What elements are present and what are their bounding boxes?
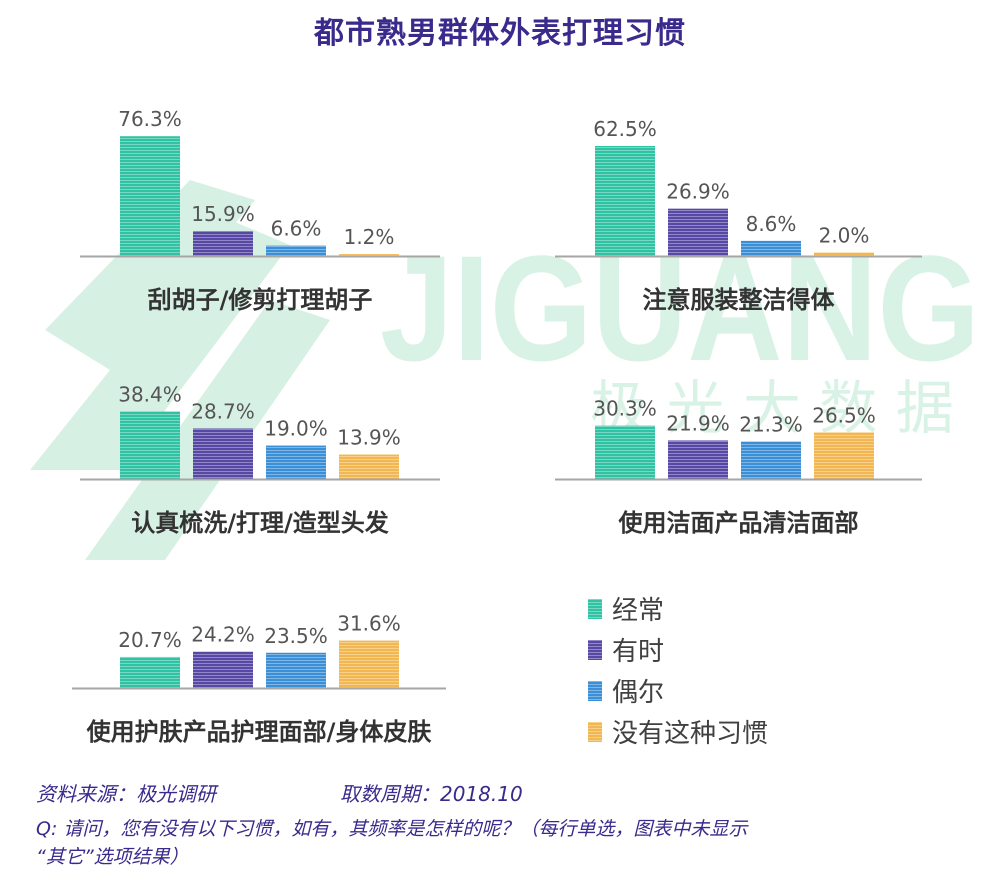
bar-texture [193, 651, 253, 688]
bar-chart-panel: 20.7% 24.2% 23.5% 31.6% 使用护肤产品护理面部/身体皮肤 [72, 612, 446, 746]
data-label: 13.9% [337, 426, 401, 450]
data-label: 6.6% [271, 217, 322, 241]
data-label: 8.6% [746, 212, 797, 236]
data-label: 76.3% [118, 107, 182, 131]
chart-title: 使用洁面产品清洁面部 [618, 509, 859, 537]
bar-texture [668, 208, 728, 256]
data-label: 28.7% [191, 399, 255, 423]
data-label: 2.0% [819, 223, 870, 247]
legend-item: 有时 [588, 629, 848, 670]
bar-chart-panel: 62.5% 26.9% 8.6% 2.0% 注意服装整洁得体 [555, 117, 922, 314]
bar-texture [193, 428, 253, 479]
legend-swatch-sometimes [588, 639, 602, 660]
legend-label: 经常 [612, 596, 665, 626]
legend-item: 经常 [588, 588, 848, 629]
bar-chart-panel: 38.4% 28.7% 19.0% 13.9% 认真梳洗/打理/造型头发 [80, 382, 440, 537]
legend-swatch-never [588, 721, 602, 742]
bar-texture [339, 640, 399, 688]
chart-title: 使用护肤产品护理面部/身体皮肤 [86, 718, 433, 746]
data-label: 21.3% [739, 413, 803, 437]
data-label: 26.5% [812, 403, 876, 427]
data-label: 1.2% [344, 225, 395, 249]
data-label: 30.3% [593, 397, 657, 421]
bar-texture [193, 231, 253, 256]
bar-texture [266, 445, 326, 479]
watermark-logo-shape [45, 180, 255, 370]
data-label: 31.6% [337, 612, 401, 636]
data-label: 23.5% [264, 624, 328, 648]
bar-chart-panel: 76.3% 15.9% 6.6% 1.2% 刮胡子/修剪打理胡子 [80, 107, 440, 314]
footer-question: Q: 请问，您有没有以下习惯，如有，其频率是怎样的呢？（每行单选，图表中未显示 [36, 818, 748, 840]
legend-label: 有时 [612, 637, 665, 667]
data-label: 62.5% [593, 117, 657, 141]
data-label: 19.0% [264, 417, 328, 441]
bar-texture [339, 254, 399, 256]
charts: 76.3% 15.9% 6.6% 1.2% 刮胡子/修剪打理胡子 62.5% 26.9% 8.… [72, 107, 922, 746]
bar-texture [741, 441, 801, 479]
data-label: 38.4% [118, 382, 182, 406]
chart-title: 刮胡子/修剪打理胡子 [148, 286, 373, 314]
bar-texture [741, 240, 801, 256]
legend-swatch-often [588, 598, 602, 619]
page-title: 都市熟男群体外表打理习惯 [314, 16, 686, 51]
chart-title: 认真梳洗/打理/造型头发 [131, 509, 389, 537]
footer-source: 资料来源：极光调研 [36, 782, 216, 806]
legend-item: 没有这种习惯 [588, 711, 848, 752]
data-label: 20.7% [118, 628, 182, 652]
bar-chart-panel: 30.3% 21.9% 21.3% 26.5% 使用洁面产品清洁面部 [555, 397, 922, 537]
legend-item: 偶尔 [588, 670, 848, 711]
bar-texture [120, 136, 180, 256]
data-label: 24.2% [191, 623, 255, 647]
bar-texture [595, 146, 655, 256]
data-label: 15.9% [191, 202, 255, 226]
bar-texture [339, 454, 399, 479]
bar-texture [668, 440, 728, 479]
data-label: 21.9% [666, 411, 730, 435]
bar-texture [120, 411, 180, 479]
bar-texture [266, 245, 326, 256]
watermark-logo-shape [30, 220, 290, 470]
bar-texture [120, 656, 180, 688]
footer-question-continued: “其它”选项结果） [36, 846, 189, 868]
bar-texture [595, 425, 655, 479]
bar-texture [814, 432, 874, 479]
data-label: 26.9% [666, 180, 730, 204]
footer-period: 取数周期：2018.10 [340, 782, 523, 806]
legend-swatch-occasionally [588, 680, 602, 701]
bar-texture [814, 252, 874, 256]
legend-label: 没有这种习惯 [612, 719, 769, 749]
bar-texture [266, 652, 326, 688]
legend-label: 偶尔 [612, 678, 665, 708]
chart-title: 注意服装整洁得体 [643, 286, 836, 314]
legend: 经常 有时 偶尔 没有这种习惯 [588, 588, 848, 752]
